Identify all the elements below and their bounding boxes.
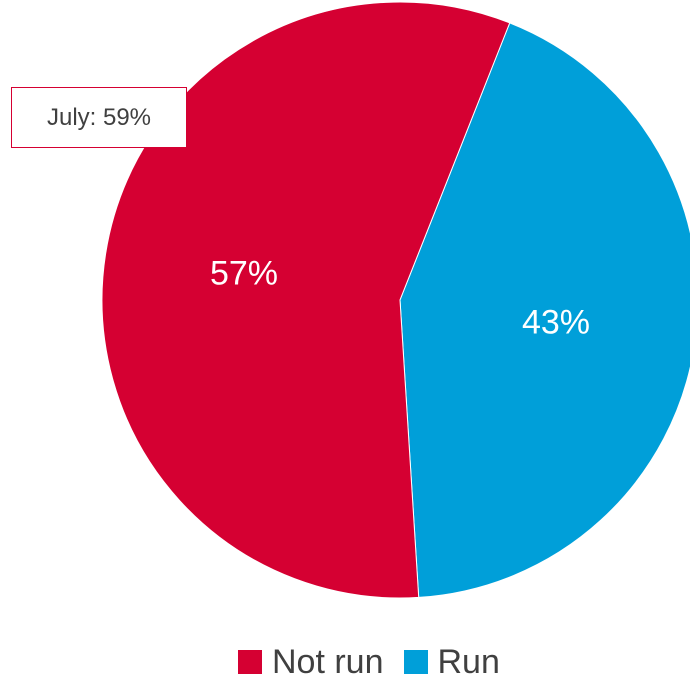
legend-label-run: Run	[437, 642, 500, 681]
pie-slice-not-run	[101, 1, 511, 599]
pie-slice-run	[399, 22, 690, 598]
slice-label-not-run: 57%	[210, 254, 278, 292]
annotation-callout: July: 59%	[11, 87, 187, 148]
slice-label-run: 43%	[522, 304, 590, 342]
pie-slice-labels: 43% 57%	[210, 254, 590, 341]
legend-swatch-run	[403, 650, 428, 674]
legend: Not run Run	[238, 642, 500, 682]
legend-item-not-run: Not run	[238, 643, 384, 682]
legend-swatch-not-run	[238, 650, 262, 674]
legend-item-run: Run	[403, 642, 500, 682]
pie-slices	[101, 1, 690, 599]
annotation-text: July: 59%	[46, 103, 152, 131]
legend-label-not-run: Not run	[272, 642, 384, 681]
